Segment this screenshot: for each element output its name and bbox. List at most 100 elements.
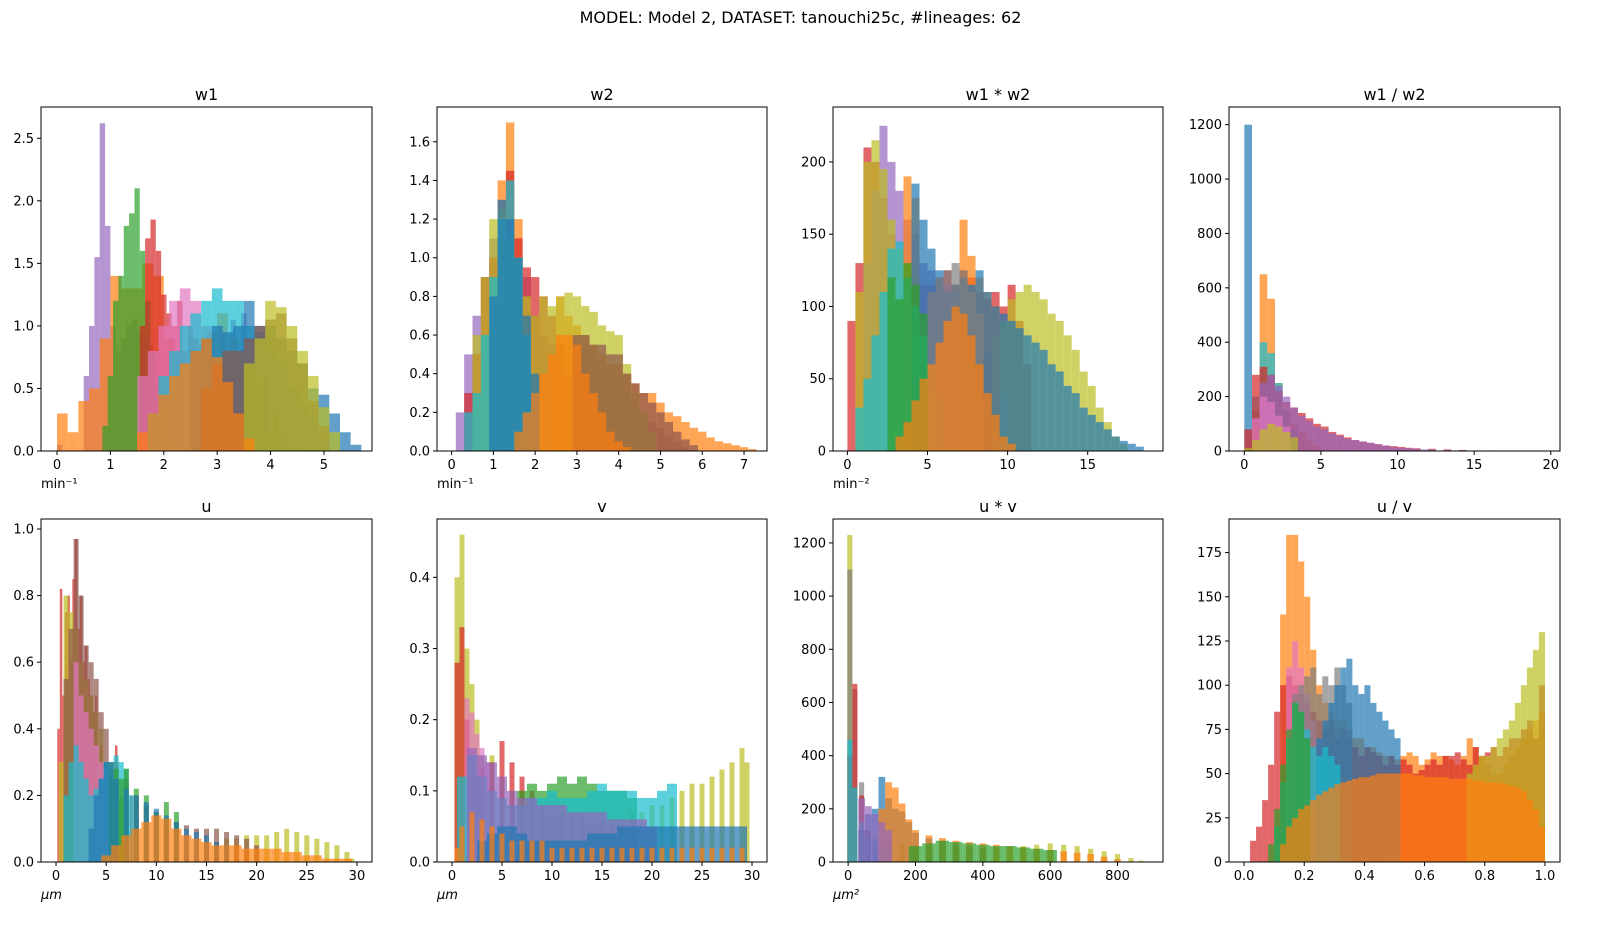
histogram-bar	[1055, 371, 1064, 451]
histogram-bar	[991, 306, 1000, 451]
histogram-bar	[1508, 785, 1515, 862]
histogram-bar	[489, 296, 498, 451]
histogram-bar	[78, 400, 90, 451]
histogram-bar	[83, 778, 89, 862]
histogram-bar	[107, 375, 114, 451]
histogram-bar	[1047, 364, 1056, 451]
histogram-bar	[656, 412, 665, 451]
y-tick-label: 0.8	[409, 290, 430, 305]
histogram-bar	[527, 797, 537, 862]
subplot-2: w2 0 1 2 3 4 5 6 7 0.0 0.2 0.4 0.6 0.8 1.0 1.2 1.4 1.6 min…	[409, 85, 768, 492]
histogram-bar	[879, 292, 888, 451]
histogram-bar	[211, 845, 222, 862]
histogram-bar	[1406, 773, 1413, 862]
histogram-bar	[1290, 407, 1298, 451]
histogram-bar	[1268, 764, 1275, 862]
histogram-bar	[1418, 775, 1425, 862]
histogram-bar	[852, 683, 858, 862]
histogram-bar	[1336, 436, 1344, 451]
subplot-title: w1 * w2	[966, 85, 1031, 104]
histogram-bar	[699, 783, 705, 862]
histogram-bar	[687, 826, 697, 862]
histogram-bar	[547, 805, 557, 862]
histogram-bar	[891, 787, 899, 862]
histogram-bar	[1114, 859, 1121, 862]
histogram-bar	[517, 797, 527, 862]
histogram-bar	[717, 826, 727, 862]
histogram-bar	[118, 275, 124, 451]
x-tick-label: 4	[266, 458, 274, 473]
histogram-bar	[556, 335, 565, 451]
histogram-bar	[514, 257, 523, 451]
histogram-bar	[68, 762, 74, 862]
histogram-bar	[1016, 847, 1030, 862]
histogram-bar	[459, 627, 465, 862]
histogram-bar	[1282, 396, 1291, 451]
histogram-bar	[1290, 437, 1298, 451]
histogram-bar	[118, 778, 124, 862]
histogram-bar	[1460, 778, 1467, 862]
histogram-bar	[331, 858, 342, 862]
histogram-bar	[1087, 414, 1096, 451]
histogram-bar	[1305, 421, 1314, 451]
histogram-bar	[1340, 782, 1347, 862]
y-tick-label: 2.5	[13, 132, 34, 147]
histogram-bar	[113, 300, 119, 451]
histogram-bar	[93, 795, 99, 862]
histogram-bar	[1259, 429, 1268, 451]
histogram-bar	[858, 798, 865, 862]
histogram-bar	[1412, 448, 1421, 451]
x-tick-label: 200	[903, 869, 928, 884]
histogram-bar	[1428, 449, 1436, 451]
histogram-bar	[101, 855, 112, 862]
histogram-bar	[123, 788, 129, 862]
histogram-bar	[1251, 418, 1260, 451]
histogram-bar	[271, 848, 282, 862]
histogram-bar	[231, 845, 242, 862]
histogram-bar	[1313, 426, 1321, 451]
histogram-bar	[537, 805, 547, 862]
histogram-bar	[949, 842, 963, 862]
histogram-bar	[898, 803, 906, 862]
y-tick-label: 1.4	[409, 174, 430, 189]
x-tick-label: 7	[740, 458, 748, 473]
histogram-bar	[911, 284, 920, 451]
histogram-bar	[847, 569, 853, 862]
histogram-bar	[341, 858, 352, 862]
x-tick-label: 1	[106, 458, 114, 473]
histogram-bar	[1015, 328, 1024, 451]
histogram-bar	[1127, 443, 1136, 451]
axes-frame	[40, 106, 373, 452]
histogram-bar	[667, 783, 677, 862]
y-tick-label: 200	[1197, 390, 1222, 405]
x-tick-label: 25	[299, 869, 316, 884]
histogram-bar	[339, 432, 351, 451]
histogram-bar	[1340, 667, 1347, 862]
histogram-bar	[1256, 826, 1263, 862]
y-tick-label: 50	[1205, 767, 1222, 782]
histogram-bar	[181, 835, 192, 862]
histogram-bar	[522, 315, 531, 451]
y-tick-label: 1.0	[409, 251, 430, 266]
x-tick-label: 15	[594, 869, 611, 884]
histogram-bar	[318, 407, 330, 451]
histogram-bar	[863, 378, 872, 451]
histogram-bar	[459, 826, 465, 862]
histogram-bar	[723, 443, 732, 451]
histogram-bar	[454, 662, 460, 862]
histogram-bar	[1060, 851, 1068, 862]
histogram-bar	[284, 828, 290, 862]
histogram-bar	[233, 350, 244, 451]
histogram-bar	[895, 299, 904, 451]
histogram-bar	[1520, 791, 1527, 862]
histogram-bar	[1472, 780, 1479, 862]
histogram-bar	[637, 826, 647, 862]
histogram-bar	[549, 847, 555, 862]
histogram-bar	[739, 447, 749, 451]
histogram-bar	[885, 830, 892, 862]
histogram-bar	[254, 338, 266, 451]
histogram-bar	[1496, 782, 1503, 862]
histogram-bar	[113, 778, 119, 862]
histogram-bar	[190, 350, 202, 451]
histogram-bar	[975, 364, 984, 451]
